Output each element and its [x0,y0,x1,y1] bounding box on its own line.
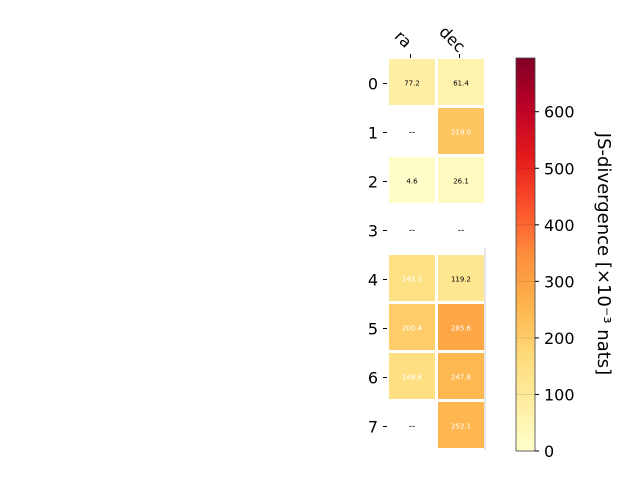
colorbar: 0 100 200 300 400 500 600 JS-divergence [×10⁻³… [515,57,614,461]
colorbar-tick-label: 400 [544,216,575,235]
cell-label: 4.6 [406,178,418,186]
row-label: 2 [368,173,378,192]
heatmap-cells: 77.2 61.4 -- 219.0 4.6 26.1 -- -- 143.3 119.2 200.… [389,59,486,450]
colorbar-tick-label: 300 [544,272,575,291]
row-label: 1 [368,124,378,143]
colorbar-tick-label: 500 [544,159,575,178]
row-label: 6 [368,369,378,388]
heatmap-cell [438,402,484,448]
cell-label: -- [409,422,416,432]
cell-label: 252.1 [451,423,471,431]
cell-label: 119.2 [451,276,471,284]
cell-label: 200.4 [402,325,423,333]
heatmap-cell [389,304,435,350]
heatmap-cell [438,59,484,105]
heatmap-cell [389,157,435,203]
cell-label: 77.2 [404,80,420,88]
heatmap-cell [438,353,484,399]
heatmap-cell [438,304,484,350]
heatmap-cell [389,353,435,399]
row-label: 4 [368,271,378,290]
column-axis: ra dec [391,22,469,58]
colorbar-tick-label: 100 [544,385,575,404]
colorbar-ticks: 0 100 200 300 400 500 600 [516,103,575,461]
column-label: ra [391,27,416,52]
cell-label: -- [458,226,465,236]
cell-label: 143.3 [402,276,422,284]
row-label: 5 [368,320,378,339]
row-axis: 0 1 2 3 4 5 6 7 [368,75,387,437]
colorbar-gradient [515,57,536,452]
row-label: 7 [368,418,378,437]
cell-label: 285.6 [451,325,472,333]
column-label: dec [435,22,469,56]
heatmap-cell [438,108,484,154]
row-label: 0 [368,75,378,94]
heatmap-cell [389,59,435,105]
cell-label: 61.4 [453,80,469,88]
cell-label: 219.0 [451,129,471,137]
colorbar-label: JS-divergence [×10⁻³ nats] [593,132,614,375]
heatmap-cell [438,157,484,203]
row-label: 3 [368,222,378,241]
cell-label: 148.6 [402,374,423,382]
colorbar-tick-label: 200 [544,329,575,348]
colorbar-tick-label: 0 [544,442,554,461]
cell-label: -- [409,128,416,138]
cell-label: 247.8 [451,374,471,382]
colorbar-tick-label: 600 [544,103,575,122]
cell-label: -- [409,226,416,236]
cell-label: 26.1 [453,178,469,186]
heatmap-cell [438,255,484,301]
heatmap-cell [389,255,435,301]
